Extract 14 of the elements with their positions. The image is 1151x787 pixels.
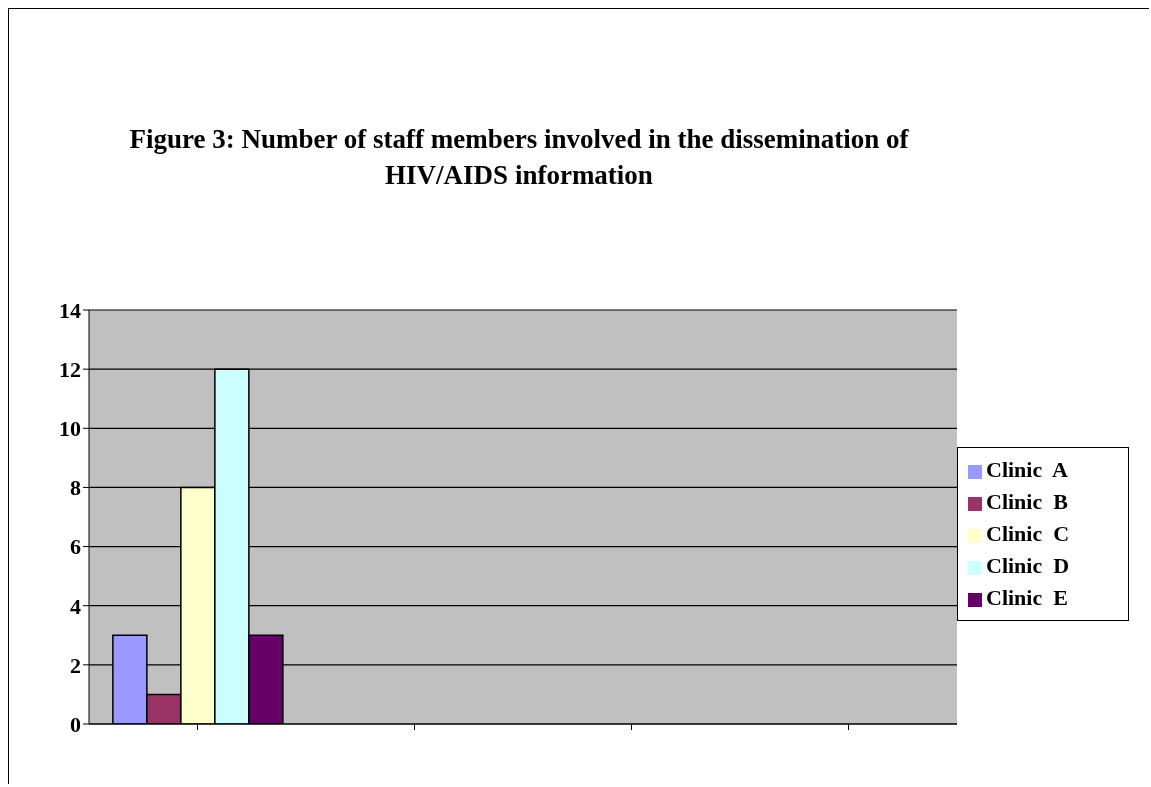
legend-label: Clinic B bbox=[986, 489, 1068, 514]
y-tick-label: 10 bbox=[59, 416, 81, 442]
legend-label: Clinic E bbox=[986, 585, 1068, 610]
y-tick-label: 4 bbox=[70, 593, 81, 619]
y-tick-label: 14 bbox=[59, 297, 81, 323]
legend-label: Clinic A bbox=[986, 457, 1068, 482]
legend-label: Clinic C bbox=[986, 521, 1070, 546]
chart-title: Figure 3: Number of staff members involved in the dissemination of HIV/AIDS information bbox=[128, 123, 910, 192]
y-tick-label: 6 bbox=[70, 534, 81, 560]
y-tick-label: 12 bbox=[59, 356, 81, 382]
y-tick-label: 0 bbox=[70, 711, 81, 737]
legend-label: Clinic D bbox=[986, 553, 1070, 578]
y-tick-label: 8 bbox=[70, 475, 81, 501]
y-tick-label: 2 bbox=[70, 652, 81, 678]
